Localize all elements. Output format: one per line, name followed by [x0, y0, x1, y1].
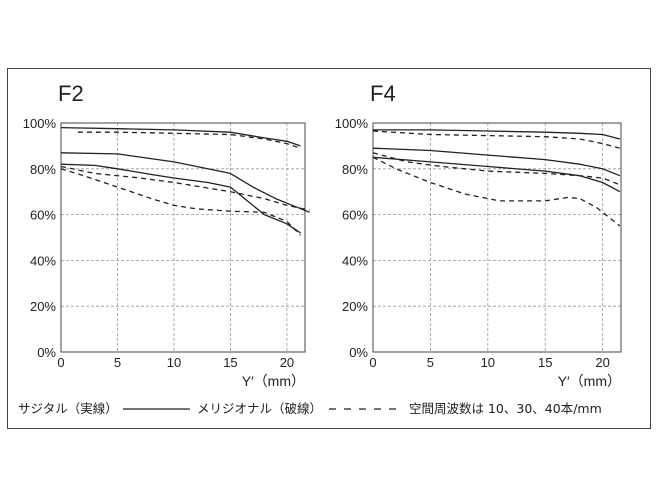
y-tick-label: 80% — [30, 162, 56, 177]
y-tick-label: 100% — [335, 116, 369, 131]
plot-area — [60, 122, 306, 353]
y-tick-label: 40% — [30, 253, 56, 268]
series-line-sagittal-30-mm — [372, 147, 621, 177]
y-tick-label: 100% — [23, 116, 57, 131]
x-tick-label: 20 — [595, 355, 609, 370]
y-tick-label: 20% — [342, 299, 368, 314]
series-line-meridional-40-mm — [372, 156, 621, 227]
series-line-sagittal-10-mm — [60, 126, 301, 147]
y-tick-label: 60% — [342, 208, 368, 223]
x-axis-label: Y′（mm） — [558, 373, 621, 389]
x-tick-label: 10 — [167, 355, 181, 370]
series-line-meridional-30-mm — [372, 152, 621, 186]
y-tick-label: 60% — [30, 208, 56, 223]
series-line-meridional-30-mm — [60, 165, 310, 211]
x-tick-label: 5 — [427, 355, 434, 370]
x-tick-label: 0 — [57, 355, 64, 370]
series-line-sagittal-10-mm — [373, 129, 621, 140]
legend-sagittal-label: サジタル（実線） — [18, 401, 118, 416]
x-axis-label: Y′（mm） — [242, 373, 305, 389]
series-line-meridional-10-mm — [372, 130, 621, 149]
legend-frequencies-label: 空間周波数は 10、30、40本/mm — [409, 401, 602, 416]
y-tick-label: 0% — [37, 345, 56, 360]
chart-panel-f4: F4 0% 20% 40% 60% 80% 100% 0 5 10 15 20 Y′（mm） — [335, 81, 622, 389]
x-tick-label: 0 — [369, 355, 376, 370]
x-tick-label: 10 — [481, 355, 495, 370]
plot-area — [372, 122, 622, 353]
chart-title: F2 — [58, 81, 84, 106]
chart-panel-f2: F2 0% 20% 40% 60% 80% 100% 0 5 10 15 20 Y′（mm） — [23, 81, 310, 389]
x-tick-label: 15 — [223, 355, 237, 370]
y-tick-label: 40% — [342, 253, 368, 268]
x-tick-label: 20 — [280, 355, 294, 370]
legend: サジタル（実線） メリジオナル（破線） 空間周波数は 10、30、40本/mm — [18, 401, 602, 416]
y-tick-label: 0% — [349, 345, 368, 360]
chart-title: F4 — [370, 81, 396, 106]
series-line-sagittal-40-mm — [60, 163, 301, 234]
y-tick-label: 20% — [30, 299, 56, 314]
series-line-meridional-10-mm — [77, 131, 301, 149]
legend-meridional-label: メリジオナル（破線） — [197, 401, 322, 416]
series-line-sagittal-40-mm — [372, 156, 621, 193]
y-tick-label: 80% — [342, 162, 368, 177]
x-tick-label: 15 — [538, 355, 552, 370]
chart-frame — [7, 68, 651, 429]
series-line-sagittal-30-mm — [60, 152, 310, 213]
x-tick-label: 5 — [114, 355, 121, 370]
series-line-meridional-40-mm — [60, 168, 301, 236]
